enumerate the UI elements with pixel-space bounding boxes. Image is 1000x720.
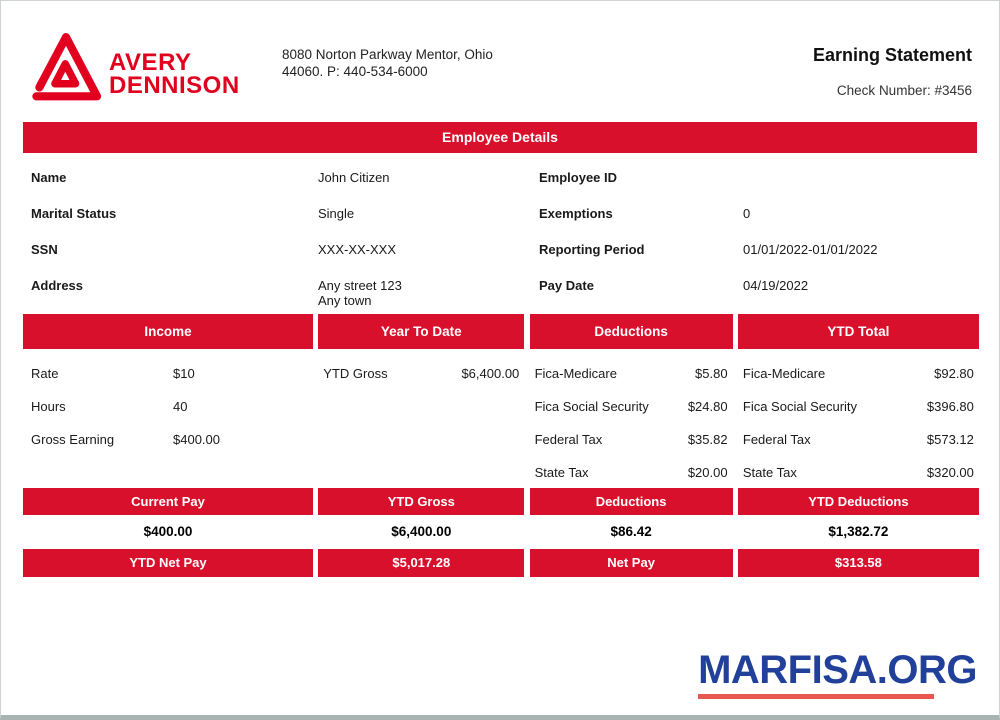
section-header-income: Income <box>23 314 313 349</box>
field-label-address: Address <box>31 278 84 293</box>
row-value: $10 <box>173 366 195 381</box>
field-value-reporting-period: 01/01/2022-01/01/2022 <box>743 242 878 257</box>
summary-value-current-pay: $400.00 <box>143 524 193 539</box>
table-row: Fica Social Security $24.80 <box>530 390 733 423</box>
row-label: Federal Tax <box>742 432 811 447</box>
field-label-pay-date: Pay Date <box>539 278 594 293</box>
row-value: $5.80 <box>695 366 728 381</box>
summary-value-deductions: $86.42 <box>610 524 652 539</box>
summary-header-current-pay: Current Pay <box>23 488 313 515</box>
row-value: $573.12 <box>926 432 974 447</box>
row-label: Fica Social Security <box>742 399 858 414</box>
deductions-column: Fica-Medicare $5.80 Fica Social Security… <box>530 357 733 489</box>
table-row: Gross Earning $400.00 <box>23 423 313 456</box>
field-value-pay-date: 04/19/2022 <box>743 278 809 293</box>
row-label: Fica-Medicare <box>742 366 826 381</box>
employee-details-section: Name John Citizen Employee ID Marital St… <box>23 153 977 314</box>
field-label-ssn: SSN <box>31 242 58 257</box>
field-label-employee-id: Employee ID <box>539 170 618 185</box>
row-value: $92.80 <box>934 366 974 381</box>
summary-value-ytd-deductions: $1,382.72 <box>828 524 889 539</box>
address-line2: 44060. P: 440-534-6000 <box>282 64 428 79</box>
field-value-exemptions: 0 <box>743 206 751 221</box>
summary-header-deductions: Deductions <box>529 488 733 515</box>
summary-header-ytd-deductions: YTD Deductions <box>737 488 979 515</box>
field-value-marital-status: Single <box>318 206 355 221</box>
field-value-name: John Citizen <box>318 170 390 185</box>
table-row: State Tax $20.00 <box>530 456 733 489</box>
field-label-name: Name <box>31 170 67 185</box>
field-label-reporting-period: Reporting Period <box>539 242 645 257</box>
section-header-ytd-total: YTD Total <box>737 314 979 349</box>
section-header-deductions: Deductions <box>529 314 733 349</box>
summary-footer-net-pay-label: Net Pay <box>529 549 733 577</box>
ytd-total-column: Fica-Medicare $92.80 Fica Social Securit… <box>738 357 979 489</box>
avery-dennison-triangle-icon <box>32 33 102 101</box>
statement-title: Earning Statement <box>812 45 972 65</box>
summary-header-ytd-gross: YTD Gross <box>318 488 525 515</box>
table-row: Hours 40 <box>23 390 313 423</box>
address-value-line1: Any street 123 <box>318 278 402 293</box>
row-value: $396.80 <box>926 399 974 414</box>
row-value: 40 <box>173 399 188 414</box>
row-value: $400.00 <box>173 432 220 447</box>
watermark-underline <box>698 694 935 699</box>
row-label: Hours <box>31 399 66 414</box>
field-label-marital-status: Marital Status <box>31 206 117 221</box>
employee-details-banner: Employee Details <box>23 122 977 153</box>
address-value-line2: Any town <box>318 293 372 308</box>
row-value: $320.00 <box>926 465 974 480</box>
earnings-section-body: Rate $10 Hours 40 Gross Earning $400.00 … <box>23 349 977 488</box>
row-label: State Tax <box>534 465 589 480</box>
summary-value-ytd-gross: $6,400.00 <box>391 524 452 539</box>
check-number: Check Number: #3456 <box>836 83 972 98</box>
table-row: Fica-Medicare $5.80 <box>530 357 733 390</box>
statement-block: Earning Statement Check Number: #3456 <box>813 45 972 98</box>
summary-section: Current Pay YTD Gross Deductions YTD Ded… <box>23 488 979 577</box>
table-row: Rate $10 <box>23 357 313 390</box>
table-row: Federal Tax $35.82 <box>530 423 733 456</box>
row-label: YTD Gross <box>323 366 388 381</box>
row-label: Fica-Medicare <box>534 366 617 381</box>
summary-footer-ytd-net-pay-label: YTD Net Pay <box>23 549 313 577</box>
table-row: Fica-Medicare $92.80 <box>738 357 979 390</box>
company-address: 8080 Norton Parkway Mentor, Ohio 44060. … <box>282 46 493 80</box>
watermark-text: MARFISA.ORG <box>698 648 977 692</box>
field-value-ssn: XXX-XX-XXX <box>318 242 397 257</box>
table-row: State Tax $320.00 <box>738 456 979 489</box>
page-header: AVERY DENNISON 8080 Norton Parkway Mento… <box>1 1 999 122</box>
section-header-year-to-date: Year To Date <box>318 314 525 349</box>
watermark: MARFISA.ORG <box>698 650 977 699</box>
field-value-employee-id <box>743 166 977 170</box>
table-row: Fica Social Security $396.80 <box>738 390 979 423</box>
row-value: $20.00 <box>687 465 728 480</box>
row-label: Gross Earning <box>31 432 115 447</box>
row-value: $35.82 <box>687 432 728 447</box>
summary-footer-ytd-net-pay-value: $5,017.28 <box>318 549 525 577</box>
earnings-section-headers: Income Year To Date Deductions YTD Total <box>23 314 979 349</box>
row-label: State Tax <box>742 465 797 480</box>
field-value-address: Any street 123 Any town <box>318 274 531 308</box>
summary-footer-net-pay-value: $313.58 <box>737 549 979 577</box>
company-name: AVERY DENNISON <box>109 49 240 99</box>
row-label: Rate <box>31 366 59 381</box>
company-name-line2: DENNISON <box>109 72 240 99</box>
company-name-line1: AVERY <box>109 49 192 76</box>
row-label: Fica Social Security <box>534 399 649 414</box>
row-value: $6,400.00 <box>461 366 520 381</box>
year-to-date-column: YTD Gross $6,400.00 <box>318 357 524 489</box>
row-value: $24.80 <box>687 399 728 414</box>
field-label-exemptions: Exemptions <box>539 206 613 221</box>
income-column: Rate $10 Hours 40 Gross Earning $400.00 <box>23 357 313 489</box>
row-label: Federal Tax <box>534 432 603 447</box>
table-row: YTD Gross $6,400.00 <box>318 357 524 390</box>
address-line1: 8080 Norton Parkway Mentor, Ohio <box>282 47 493 62</box>
table-row: Federal Tax $573.12 <box>738 423 979 456</box>
